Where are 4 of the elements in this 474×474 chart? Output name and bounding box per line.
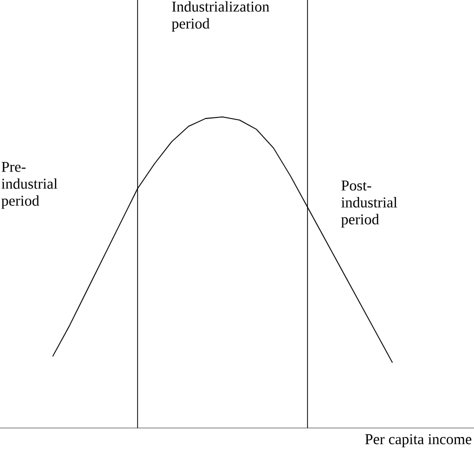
annotation: Post-industrial period	[341, 180, 398, 228]
text: Industrialization period	[172, 1, 270, 32]
x-axis-title: Per capita income	[365, 434, 472, 448]
annotation: Pre-industrial period	[1, 162, 58, 209]
